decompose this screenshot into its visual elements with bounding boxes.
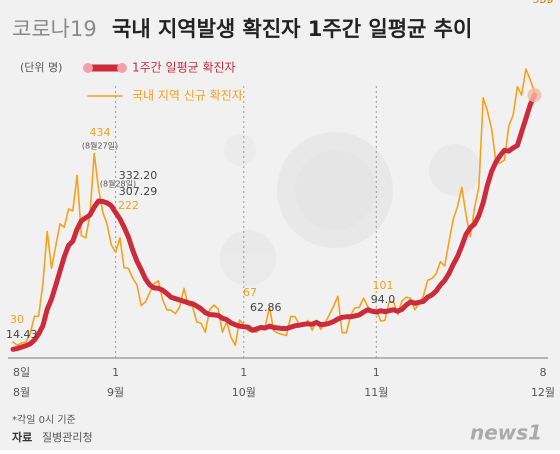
title-tag: 코로나19 (12, 17, 97, 41)
data-label: 30 (10, 313, 24, 326)
series-line (10, 92, 537, 352)
data-label: 332.20 (119, 169, 158, 182)
x-month-label: 8월 (13, 386, 30, 399)
legend-label: 국내 지역 신규 확진자 (132, 89, 243, 103)
data-label: 101 (373, 279, 394, 292)
virus-decoration (220, 132, 481, 286)
footnote: *각일 0시 기준 (12, 414, 76, 426)
x-tick-label: 8일 (13, 365, 30, 379)
unit-label: (단위 명) (20, 61, 62, 74)
legend-dot (117, 63, 127, 73)
annotation: (8월27일) (82, 141, 118, 151)
source-label: 자료 (12, 430, 32, 444)
logo: news1 (470, 421, 542, 445)
x-tick-label: 1 (112, 366, 119, 379)
data-label: 94.0 (371, 293, 396, 306)
data-label: 67 (243, 286, 257, 299)
data-label: 566 (533, 0, 554, 6)
data-label: 14.43 (6, 328, 38, 341)
x-month-label: 9월 (107, 386, 124, 399)
x-month-label: 10월 (232, 386, 256, 399)
end-marker (527, 88, 542, 103)
data-label: 62.86 (250, 301, 282, 314)
chart-title: 국내 지역발생 확진자 1주간 일평균 추이 (112, 17, 472, 41)
x-tick-label: 8 (540, 366, 547, 379)
source: 질병관리청 (42, 431, 93, 444)
legend-dot (83, 63, 93, 73)
legend-label: 1주간 일평균 확진자 (132, 61, 236, 75)
annotation: (8월28일) (100, 179, 136, 189)
x-tick-label: 1 (240, 366, 247, 379)
series-line (12, 68, 536, 347)
data-label: 559 (533, 0, 554, 6)
x-month-label: 12월 (531, 386, 555, 399)
x-tick-label: 1 (373, 366, 380, 379)
data-label: 434 (90, 126, 111, 139)
data-label: 307.29 (119, 185, 158, 198)
x-month-label: 11월 (364, 386, 388, 399)
data-label: 222 (118, 199, 139, 212)
